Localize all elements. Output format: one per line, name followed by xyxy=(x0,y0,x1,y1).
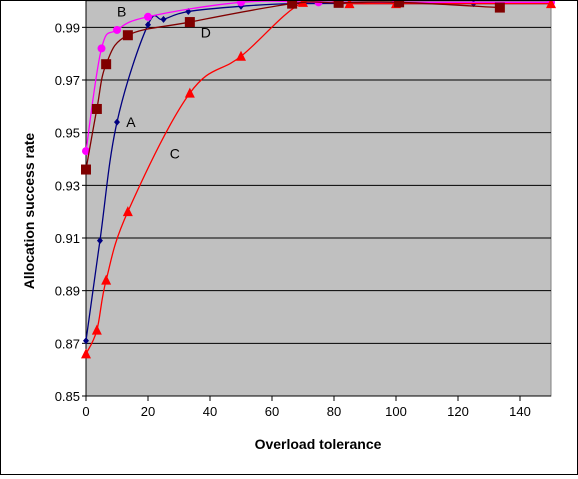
data-point xyxy=(83,337,89,345)
data-point xyxy=(122,206,133,217)
series-c xyxy=(81,0,556,359)
y-tick-label: 0.99 xyxy=(55,20,80,35)
data-point xyxy=(184,87,195,98)
series-d xyxy=(81,0,505,175)
x-tick-label: 20 xyxy=(141,404,155,419)
data-point xyxy=(97,44,106,53)
data-point xyxy=(184,17,195,28)
data-point xyxy=(81,348,91,359)
series-label-d: D xyxy=(201,25,211,41)
data-point xyxy=(113,25,121,34)
data-point xyxy=(96,237,103,245)
data-point xyxy=(236,50,246,61)
data-point xyxy=(91,103,102,114)
y-tick-label: 0.85 xyxy=(55,389,80,404)
series-line xyxy=(85,1,500,170)
data-point xyxy=(494,2,505,13)
x-tick-label: 0 xyxy=(82,404,89,419)
x-axis-title: Overload tolerance xyxy=(255,436,382,452)
data-point xyxy=(160,15,167,23)
series-line xyxy=(85,0,551,355)
data-point xyxy=(81,164,91,175)
series-label-a: A xyxy=(126,114,136,130)
data-point xyxy=(101,59,112,70)
y-tick-label: 0.97 xyxy=(55,73,80,88)
x-tick-label: 40 xyxy=(203,404,217,419)
axes: 0.85 0.87 0.89 0.91 0.93 0.95 0.97 0.99 0 20 40 60 8… xyxy=(55,1,551,419)
x-tick-label: 100 xyxy=(385,404,407,419)
data-point xyxy=(344,0,355,9)
gridlines xyxy=(86,26,551,397)
series-label-b: B xyxy=(117,4,126,20)
x-tick-label: 80 xyxy=(327,404,341,419)
data-point xyxy=(91,324,102,335)
data-point xyxy=(546,0,556,9)
data-point xyxy=(82,147,90,156)
data-point xyxy=(144,12,152,21)
series-label-c: C xyxy=(170,146,180,162)
y-tick-label: 0.95 xyxy=(55,126,80,141)
series-labels: A B C D xyxy=(117,4,211,162)
data-point xyxy=(298,0,308,7)
y-tick-label: 0.87 xyxy=(55,336,80,351)
y-tick-label: 0.89 xyxy=(55,284,80,299)
y-axis-title: Allocation success rate xyxy=(21,133,37,290)
data-point xyxy=(394,0,405,8)
data-point xyxy=(122,30,133,41)
x-tick-label: 120 xyxy=(447,404,469,419)
data-point xyxy=(237,0,245,7)
y-tick-label: 0.93 xyxy=(55,178,80,193)
data-point xyxy=(185,8,192,16)
data-point xyxy=(114,118,120,126)
x-tick-label: 140 xyxy=(509,404,531,419)
x-tick-label: 60 xyxy=(265,404,279,419)
y-tick-label: 0.91 xyxy=(55,231,80,246)
plot-area xyxy=(85,0,552,397)
data-point xyxy=(101,274,112,285)
data-point xyxy=(287,0,298,9)
data-point xyxy=(145,21,151,29)
data-point xyxy=(333,0,344,8)
series-group xyxy=(81,0,556,359)
